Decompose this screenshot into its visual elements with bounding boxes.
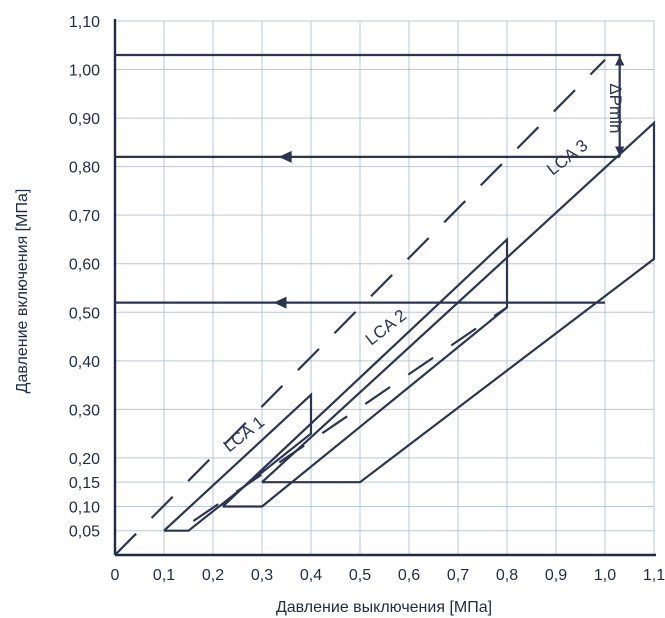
axes <box>113 19 656 557</box>
y-tick-label-2: 0,15 <box>69 475 100 492</box>
x-tick-label-7: 0,7 <box>447 567 469 584</box>
x-tick-label-8: 0,8 <box>496 567 518 584</box>
y-tick-label-8: 0,70 <box>69 208 100 225</box>
y-tick-label-1: 0,10 <box>69 499 100 516</box>
x-tick-label-2: 0,2 <box>202 567 224 584</box>
series-lca-1 <box>163 392 313 532</box>
x-tick-labels: 0 0,1 0,2 0,3 0,4 0,5 0,6 0,7 0,8 0,9 1,0 1,1 <box>111 567 665 584</box>
x-tick-label-3: 0,3 <box>251 567 273 584</box>
y-tick-label-0: 0,05 <box>69 524 100 541</box>
x-tick-label-9: 0,9 <box>545 567 567 584</box>
y-tick-label-9: 0,80 <box>69 160 100 177</box>
x-tick-label-6: 0,6 <box>398 567 420 584</box>
dashed-line-3 <box>114 59 606 556</box>
guide-arrow-2 <box>273 296 287 309</box>
grid <box>115 20 655 555</box>
series-lca-2 <box>222 236 509 508</box>
y-axis-title: Давление включения [МПа] <box>14 189 31 394</box>
x-tick-label-4: 0,4 <box>300 567 322 584</box>
series-lines <box>114 59 656 556</box>
x-tick-label-11: 1,1 <box>643 567 665 584</box>
y-tick-label-11: 1,00 <box>69 63 100 80</box>
y-tick-label-4: 0,30 <box>69 402 100 419</box>
guide-arrow-1 <box>278 150 292 163</box>
x-tick-label-10: 1,0 <box>594 567 616 584</box>
y-tick-labels: 0,05 0,10 0,15 0,20 0,30 0,40 0,50 0,60 0,70 0,80… <box>69 14 100 541</box>
y-tick-label-5: 0,40 <box>69 354 100 371</box>
dashed-line-4 <box>192 306 508 522</box>
y-tick-label-12: 1,10 <box>69 14 100 31</box>
y-tick-label-3: 0,20 <box>69 451 100 468</box>
y-tick-label-10: 0,90 <box>69 111 100 128</box>
x-axis-title: Давление выключения [МПа] <box>276 599 492 616</box>
y-tick-label-6: 0,50 <box>69 305 100 322</box>
delta-p-label: ΔPmin <box>606 83 625 133</box>
series-lca-3 <box>261 120 656 484</box>
x-tick-label-1: 0,1 <box>153 567 175 584</box>
y-tick-label-7: 0,60 <box>69 257 100 274</box>
curve-label-0: LCA 1 <box>220 412 268 455</box>
x-tick-label-5: 0,5 <box>349 567 371 584</box>
x-tick-label-0: 0 <box>111 567 120 584</box>
guide-line-0 <box>115 53 621 157</box>
guide-lines <box>115 53 621 309</box>
